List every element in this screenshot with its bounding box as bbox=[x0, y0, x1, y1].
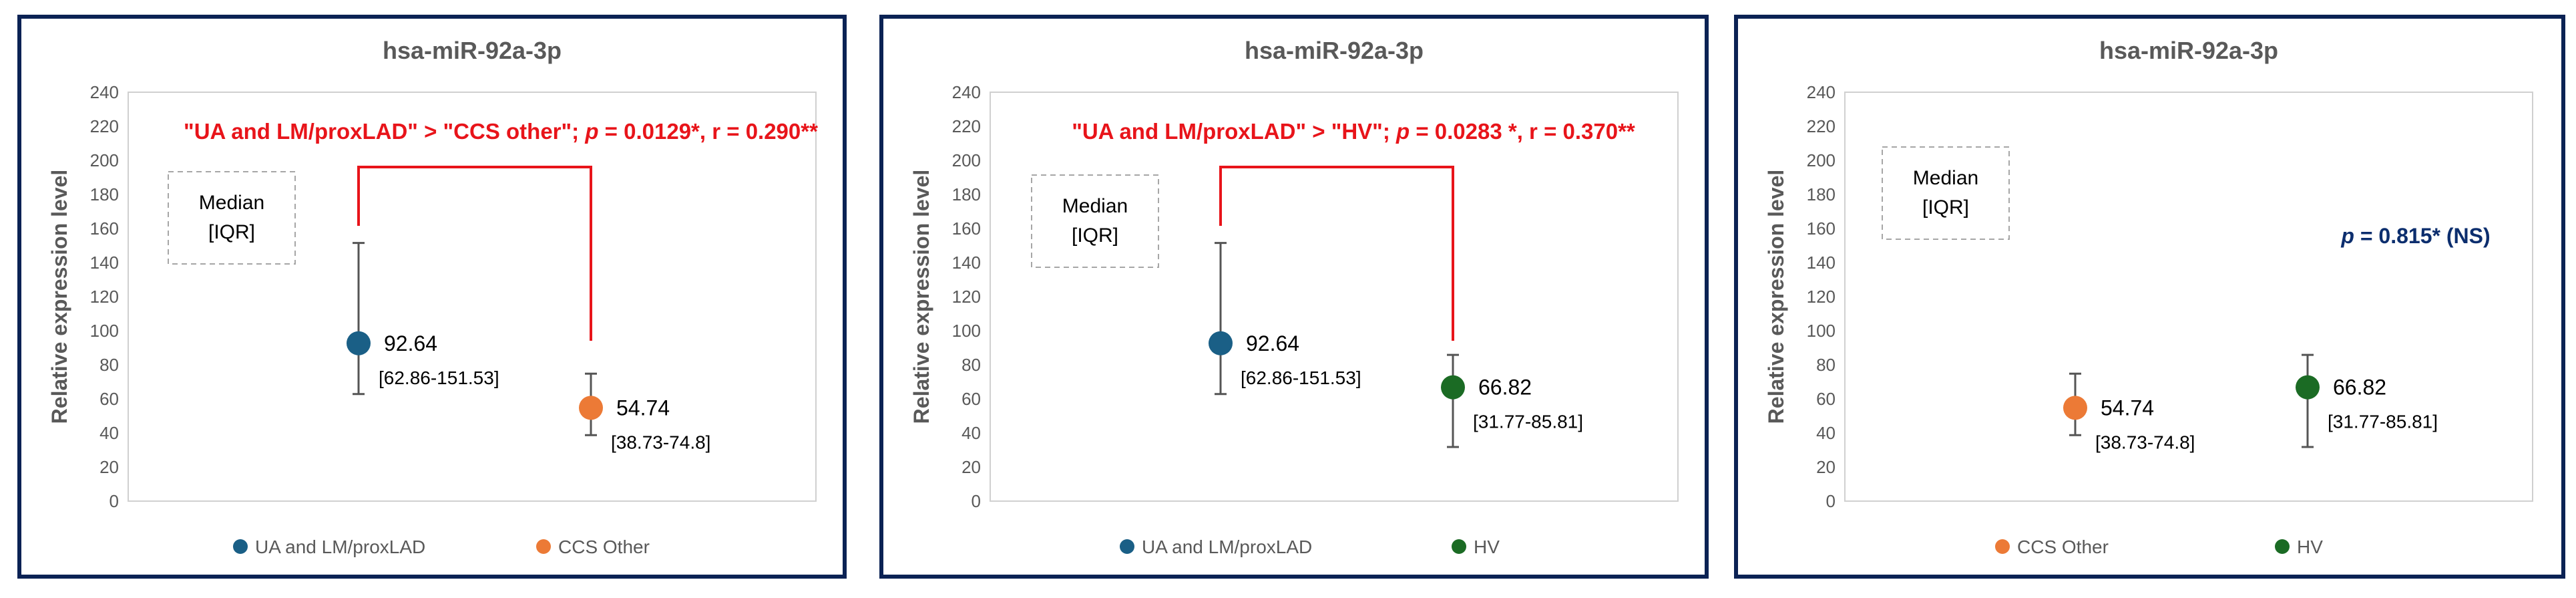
chart-svg-2: hsa-miR-92a-3p 0 20 40 60 80 100 120 140 160 180 20… bbox=[909, 37, 1679, 557]
significance-annotation: "UA and LM/proxLAD" > "HV"; p = 0.0283 *… bbox=[1072, 119, 1635, 144]
significance-bracket bbox=[357, 166, 592, 341]
legend-marker-2 bbox=[2275, 539, 2290, 554]
legend-item-1: CCS Other bbox=[2017, 537, 2109, 557]
data-label-value: 54.74 bbox=[616, 396, 670, 420]
y-tick-label: 200 bbox=[1807, 150, 1836, 170]
data-label-value: 92.64 bbox=[384, 331, 437, 355]
y-tick-label: 220 bbox=[952, 116, 981, 136]
data-point-2 bbox=[1441, 375, 1465, 400]
legend-marker-1 bbox=[233, 539, 248, 554]
data-label-iqr: [38.73-74.8] bbox=[2095, 432, 2195, 452]
legend-item-2: CCS Other bbox=[558, 537, 650, 557]
y-tick-label: 100 bbox=[90, 321, 119, 341]
y-tick-label: 40 bbox=[961, 423, 981, 443]
y-tick-label: 180 bbox=[90, 184, 119, 204]
chart-title: hsa-miR-92a-3p bbox=[1245, 37, 1424, 64]
chart-panel-2: hsa-miR-92a-3p 0 20 40 60 80 100 120 140 160 180 20… bbox=[879, 15, 1709, 579]
legend-item-2: HV bbox=[1474, 537, 1500, 557]
chart-svg-3: hsa-miR-92a-3p 0 20 40 60 80 100 120 140 160 180 20… bbox=[1764, 37, 2533, 557]
legend-marker-2 bbox=[536, 539, 551, 554]
chart-svg-1: hsa-miR-92a-3p 0 20 40 60 80 100 120 140 160 180 20… bbox=[47, 37, 818, 557]
plot-area bbox=[990, 92, 1679, 502]
y-tick-label: 100 bbox=[1807, 321, 1836, 341]
y-tick-label: 140 bbox=[1807, 253, 1836, 273]
data-label-iqr: [38.73-74.8] bbox=[611, 432, 710, 452]
chart-panel-3: hsa-miR-92a-3p 0 20 40 60 80 100 120 140 160 180 20… bbox=[1734, 15, 2565, 579]
y-axis-label: Relative expression level bbox=[1764, 170, 1788, 424]
median-box-label: Median bbox=[1062, 195, 1128, 217]
legend-item-1: UA and LM/proxLAD bbox=[255, 537, 425, 557]
legend-marker-1 bbox=[1995, 539, 2010, 554]
data-point-1 bbox=[2063, 396, 2087, 420]
y-tick-label: 240 bbox=[90, 82, 119, 102]
y-axis-label: Relative expression level bbox=[909, 170, 933, 424]
y-tick-label: 180 bbox=[952, 184, 981, 204]
p-value-label: p = 0.815* (NS) bbox=[2340, 224, 2490, 248]
y-tick-label: 40 bbox=[1816, 423, 1836, 443]
iqr-box-label: [IQR] bbox=[1072, 225, 1118, 247]
y-tick-label: 20 bbox=[1816, 457, 1836, 477]
data-label-value: 66.82 bbox=[1478, 376, 1532, 400]
y-tick-label: 120 bbox=[1807, 287, 1836, 307]
y-tick-label: 60 bbox=[99, 389, 119, 409]
y-tick-label: 80 bbox=[961, 355, 981, 375]
plot-area bbox=[1844, 92, 2533, 502]
legend-item-2: HV bbox=[2297, 537, 2323, 557]
data-label-value: 66.82 bbox=[2333, 376, 2386, 400]
iqr-box-label: [IQR] bbox=[208, 221, 255, 243]
y-tick-label: 80 bbox=[1816, 355, 1836, 375]
legend-item-1: UA and LM/proxLAD bbox=[1142, 537, 1312, 557]
y-tick-label: 160 bbox=[90, 218, 119, 239]
y-tick-label: 0 bbox=[1826, 491, 1836, 511]
plot-area bbox=[128, 92, 817, 502]
data-label-iqr: [31.77-85.81] bbox=[2328, 412, 2438, 432]
iqr-box-label: [IQR] bbox=[1922, 196, 1969, 218]
median-iqr-box bbox=[1031, 174, 1159, 268]
y-tick-label: 220 bbox=[1807, 116, 1836, 136]
y-tick-label: 80 bbox=[99, 355, 119, 375]
y-tick-label: 20 bbox=[961, 457, 981, 477]
median-iqr-box bbox=[1882, 146, 2010, 240]
y-tick-label: 240 bbox=[952, 82, 981, 102]
median-iqr-box bbox=[168, 171, 296, 265]
y-tick-label: 160 bbox=[952, 218, 981, 239]
median-box-label: Median bbox=[1913, 167, 1978, 189]
chart-title: hsa-miR-92a-3p bbox=[383, 37, 562, 64]
significance-bracket bbox=[1219, 166, 1454, 341]
y-tick-label: 120 bbox=[952, 287, 981, 307]
y-tick-label: 0 bbox=[972, 491, 981, 511]
data-label-value: 92.64 bbox=[1246, 331, 1299, 355]
data-label-iqr: [31.77-85.81] bbox=[1473, 412, 1583, 432]
chart-title: hsa-miR-92a-3p bbox=[2099, 37, 2278, 64]
y-tick-label: 140 bbox=[90, 253, 119, 273]
legend-marker-2 bbox=[1452, 539, 1466, 554]
y-tick-label: 240 bbox=[1807, 82, 1836, 102]
y-tick-label: 40 bbox=[99, 423, 119, 443]
data-point-1 bbox=[347, 331, 371, 355]
y-tick-label: 120 bbox=[90, 287, 119, 307]
data-label-iqr: [62.86-151.53] bbox=[1241, 367, 1361, 388]
y-tick-label: 60 bbox=[961, 389, 981, 409]
significance-annotation: "UA and LM/proxLAD" > "CCS other"; p = 0… bbox=[184, 119, 818, 144]
y-tick-label: 20 bbox=[99, 457, 119, 477]
y-tick-label: 0 bbox=[110, 491, 119, 511]
y-tick-label: 140 bbox=[952, 253, 981, 273]
median-box-label: Median bbox=[199, 192, 264, 214]
y-tick-label: 180 bbox=[1807, 184, 1836, 204]
chart-panel-1: hsa-miR-92a-3p 0 20 40 60 80 100 120 140 160 180 20… bbox=[17, 15, 847, 579]
y-tick-label: 160 bbox=[1807, 218, 1836, 239]
y-tick-label: 200 bbox=[952, 150, 981, 170]
data-point-2 bbox=[579, 396, 603, 420]
data-point-2 bbox=[2296, 375, 2320, 400]
data-point-1 bbox=[1209, 331, 1233, 355]
data-label-iqr: [62.86-151.53] bbox=[379, 367, 499, 388]
y-axis-label: Relative expression level bbox=[47, 170, 71, 424]
legend-marker-1 bbox=[1120, 539, 1134, 554]
data-label-value: 54.74 bbox=[2101, 396, 2154, 420]
y-tick-label: 100 bbox=[952, 321, 981, 341]
y-tick-label: 220 bbox=[90, 116, 119, 136]
y-tick-label: 200 bbox=[90, 150, 119, 170]
y-tick-label: 60 bbox=[1816, 389, 1836, 409]
